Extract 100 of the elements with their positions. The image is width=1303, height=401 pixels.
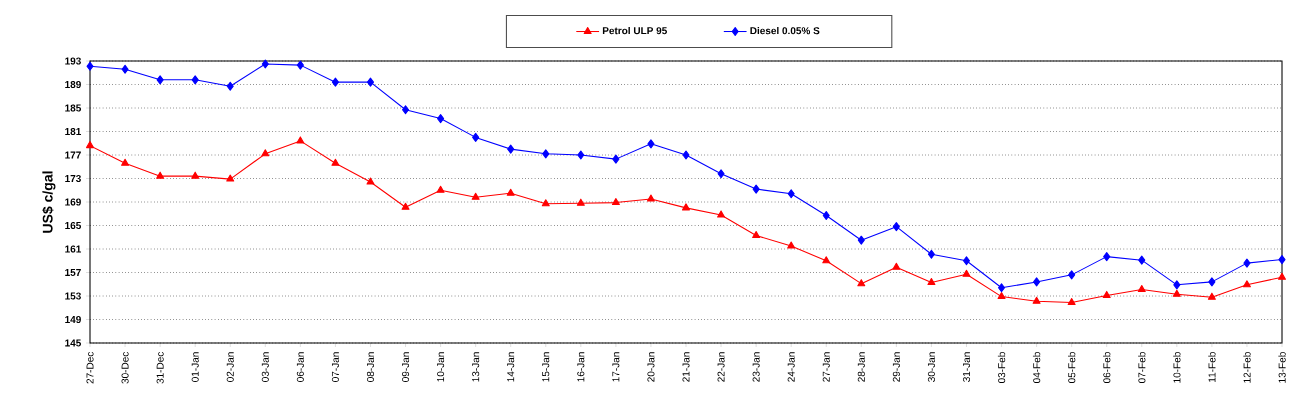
point (997, 292, 1006, 300)
point (857, 279, 866, 287)
point (611, 198, 620, 206)
point (366, 77, 375, 87)
y-tick-label: 177 (65, 151, 81, 159)
point (191, 171, 200, 179)
x-tick-label: 27-Dec (86, 351, 94, 384)
x-tick-label: 10-Feb (1173, 352, 1181, 383)
y-tick-label: 193 (65, 57, 81, 65)
y-tick-label: 189 (65, 80, 81, 89)
point (892, 222, 900, 232)
x-tick-label: 07-Jan (331, 352, 339, 382)
point (296, 136, 305, 144)
x-tick-label: 24-Jan (787, 352, 795, 382)
point (261, 149, 270, 157)
point (86, 141, 95, 149)
x-tick-label: 27-Jan (822, 352, 830, 382)
point (261, 59, 269, 69)
x-tick-label: 15-Jan (542, 352, 550, 382)
point (191, 75, 199, 85)
x-tick-label: 04-Feb (1032, 352, 1041, 383)
point (1137, 285, 1146, 293)
point (1067, 297, 1076, 305)
point (156, 75, 164, 85)
point (121, 64, 129, 74)
point (646, 194, 655, 202)
y-tick-label: 169 (65, 198, 81, 206)
x-tick-label: 22-Jan (717, 352, 725, 382)
x-tick-label: 08-Jan (366, 352, 375, 382)
point (331, 158, 340, 166)
x-tick-label: 07-Feb (1138, 352, 1146, 383)
point (647, 139, 655, 149)
x-tick-label: 21-Jan (682, 352, 690, 382)
x-tick-label: 06-Jan (296, 352, 304, 382)
point (752, 184, 760, 194)
point (892, 262, 901, 270)
point (542, 149, 550, 159)
point (1207, 292, 1216, 300)
y-axis-title: US$ c/gal (42, 171, 56, 233)
point (437, 114, 445, 124)
point (366, 177, 375, 185)
y-tick-label: 145 (65, 339, 82, 347)
x-tick-label: 31-Dec (156, 351, 164, 384)
x-tick-label: 16-Jan (577, 352, 585, 382)
point (471, 192, 480, 200)
x-tick-label: 17-Jan (612, 352, 620, 382)
point (86, 61, 94, 71)
point (541, 199, 550, 207)
point (682, 203, 691, 211)
x-tick-label: 29-Jan (892, 352, 900, 382)
x-tick-label: 06-Feb (1103, 352, 1111, 383)
x-tick-label: 13-Feb (1278, 352, 1286, 383)
point (1068, 270, 1076, 280)
point (717, 169, 725, 179)
point (331, 77, 339, 87)
point (1173, 280, 1181, 290)
point (682, 150, 690, 160)
y-tick-label: 149 (65, 315, 81, 324)
point (717, 210, 726, 218)
x-tick-label: 03-Feb (997, 352, 1006, 383)
point (401, 202, 410, 210)
point (752, 230, 761, 239)
point (506, 188, 515, 196)
point (576, 198, 585, 206)
point (1103, 252, 1111, 262)
point (296, 60, 304, 70)
x-tick-label: 05-Feb (1067, 352, 1076, 383)
point (1242, 280, 1251, 288)
point (1278, 255, 1286, 265)
point (1172, 289, 1181, 297)
point (787, 189, 795, 199)
y-tick-label: 157 (65, 269, 81, 276)
point (1208, 277, 1216, 287)
point (612, 154, 620, 164)
point (962, 256, 971, 266)
y-tick-label: 165 (65, 221, 82, 230)
point (507, 144, 515, 154)
x-tick-label: 12-Feb (1243, 352, 1251, 383)
point (822, 210, 830, 221)
point (226, 81, 234, 91)
y-tick-label: 161 (65, 245, 82, 253)
point (121, 158, 130, 166)
point (857, 235, 865, 245)
x-tick-label: 02-Jan (226, 352, 234, 382)
point (436, 185, 445, 193)
x-tick-label: 23-Jan (752, 352, 760, 382)
point (998, 283, 1006, 293)
legend-label: Petrol ULP 95 (602, 26, 667, 35)
x-tick-label: 14-Jan (507, 352, 515, 382)
point (1278, 272, 1287, 280)
point (822, 256, 831, 264)
point (1032, 296, 1041, 304)
point (1033, 277, 1041, 287)
x-tick-label: 20-Jan (647, 352, 655, 382)
legend-label: Diesel 0.05% S (750, 26, 820, 35)
point (156, 171, 165, 179)
x-tick-label: 01-Jan (191, 352, 199, 382)
x-tick-label: 30-Jan (927, 352, 935, 382)
point (472, 132, 480, 142)
point (962, 269, 971, 277)
